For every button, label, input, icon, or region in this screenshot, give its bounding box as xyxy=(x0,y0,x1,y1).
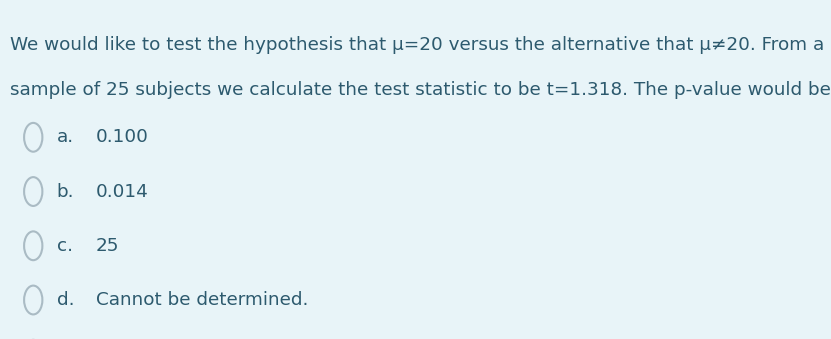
Text: 0.100: 0.100 xyxy=(96,128,149,146)
Text: b.: b. xyxy=(57,182,74,201)
Ellipse shape xyxy=(24,123,42,152)
Text: c.: c. xyxy=(57,237,72,255)
Text: sample of 25 subjects we calculate the test statistic to be t=1.318. The p-value: sample of 25 subjects we calculate the t… xyxy=(10,81,831,99)
Text: a.: a. xyxy=(57,128,74,146)
Text: 0.014: 0.014 xyxy=(96,182,148,201)
Ellipse shape xyxy=(24,285,42,315)
Ellipse shape xyxy=(24,232,42,260)
Ellipse shape xyxy=(24,177,42,206)
Text: d.: d. xyxy=(57,291,74,309)
Text: 25: 25 xyxy=(96,237,119,255)
Text: Cannot be determined.: Cannot be determined. xyxy=(96,291,308,309)
Text: We would like to test the hypothesis that μ=20 versus the alternative that μ≠20.: We would like to test the hypothesis tha… xyxy=(10,36,824,54)
